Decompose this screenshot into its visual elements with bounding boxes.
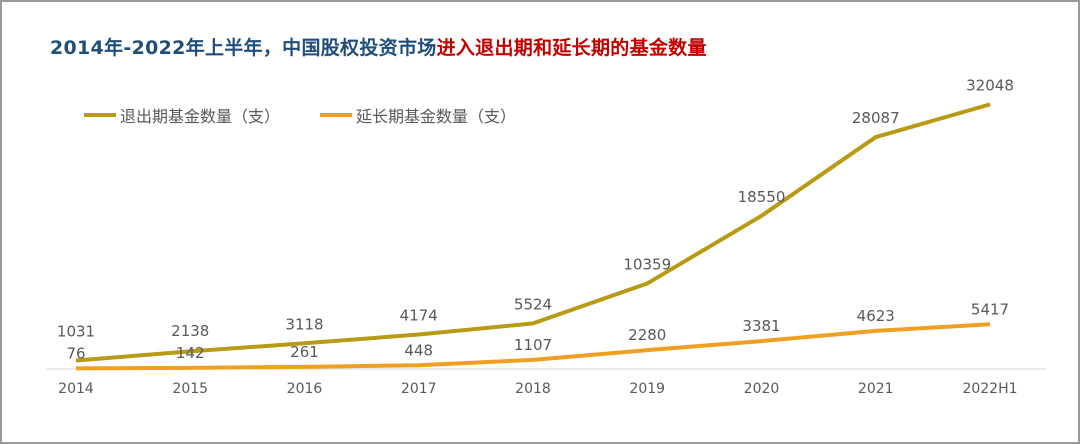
data-label: 1031 <box>57 322 95 340</box>
data-label: 448 <box>404 341 433 359</box>
x-tick-label: 2015 <box>172 381 208 397</box>
x-tick-label: 2022H1 <box>962 381 1017 397</box>
series-line-extension <box>75 322 991 371</box>
data-label: 2280 <box>628 326 666 344</box>
x-tick-label: 2014 <box>58 381 94 397</box>
data-label: 261 <box>290 343 319 361</box>
data-label: 3381 <box>742 317 780 335</box>
data-label: 5524 <box>514 295 552 313</box>
data-label: 1107 <box>514 336 552 354</box>
data-label: 5417 <box>971 300 1009 318</box>
x-tick-label: 2019 <box>629 381 665 397</box>
data-label: 142 <box>176 344 205 362</box>
x-tick-label: 2020 <box>744 381 780 397</box>
data-label: 18550 <box>738 188 786 206</box>
data-label: 10359 <box>623 255 671 273</box>
x-tick-label: 2018 <box>515 381 551 397</box>
x-tick-label: 2016 <box>287 381 323 397</box>
series-line-exit <box>75 102 991 363</box>
x-tick-label: 2017 <box>401 381 437 397</box>
data-label: 32048 <box>966 76 1014 94</box>
x-tick-label: 2021 <box>858 381 894 397</box>
data-label: 4174 <box>400 307 438 325</box>
data-label: 2138 <box>171 322 209 340</box>
legend-swatch-exit <box>84 113 116 117</box>
legend-item-extension: 延长期基金数量（支） <box>320 103 516 127</box>
legend: 退出期基金数量（支） 延长期基金数量（支） <box>84 103 516 127</box>
data-label: 28087 <box>852 109 900 127</box>
chart-title: 2014年-2022年上半年，中国股权投资市场进入退出期和延长期的基金数量 <box>50 37 707 59</box>
data-label: 3118 <box>285 315 323 333</box>
legend-item-exit: 退出期基金数量（支） <box>84 103 280 127</box>
data-label: 76 <box>66 344 85 362</box>
legend-swatch-extension <box>320 113 353 117</box>
data-label: 4623 <box>857 307 895 325</box>
